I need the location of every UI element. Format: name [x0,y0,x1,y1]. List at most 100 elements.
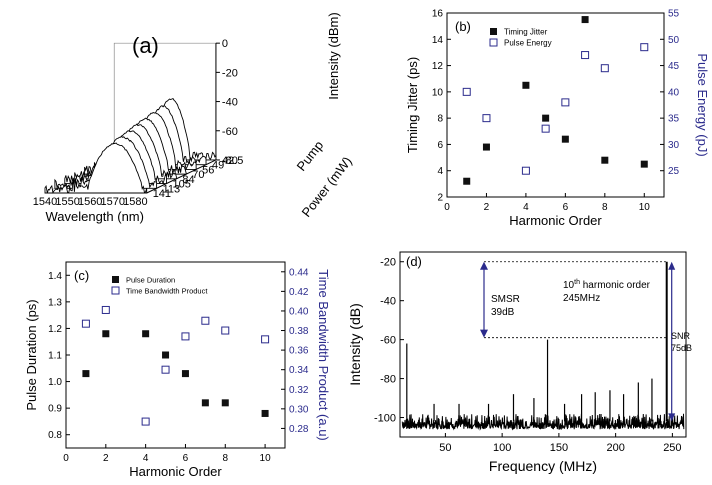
x-tick-label: 250 [663,442,681,454]
y-axis-label: Intensity (dB) [347,303,363,385]
x-tick-label: 200 [606,442,624,454]
x-tick-label: 1560 [78,196,102,208]
data-point-pulse-duration [221,399,229,407]
panel-d-rf-spectrum: 50 100 150 200 250 -20 -40 -60 -80 -100 Frequency … [347,251,692,474]
y-tick-label: 1.2 [48,324,62,335]
data-point-timing-jitter [640,160,648,168]
y-tick-label: 1.3 [48,297,62,308]
data-point-pulse-energy [581,51,590,60]
data-point-pulse-duration [162,351,170,359]
z-axis-label: Intensity (dBm) [326,12,341,99]
pump-tick-label: 42.5 [222,155,243,167]
y-axis-label: Timing Jitter (ps) [405,57,420,153]
x-tick-label: 1580 [123,196,147,208]
data-point-time-bandwidth-product [181,332,190,341]
data-point-timing-jitter [463,177,471,185]
data-point-pulse-energy [462,87,471,96]
x-tick-label: 4 [143,453,149,464]
panel-label: (b) [455,19,471,34]
panel-c-duration-tbp: 0 2 4 6 8 10 0.8 0.9 1.0 1.1 1.2 1.3 1.4 0.28 0.30 0.32… [24,261,331,479]
x-tick-label: 100 [493,442,511,454]
y-tick-label: -20 [380,257,396,269]
panel-a-waterfall: 0 -20 -40 -60 -80 Intensity (dBm) 154015501560… [33,12,355,224]
data-point-pulse-energy [561,98,570,107]
smsr-value: 39dB [491,307,515,318]
x-axis-label: Harmonic Order [509,213,602,228]
y2-tick-label: 0.28 [289,424,309,435]
y2-tick-label: 35 [668,114,680,125]
data-point-pulse-duration [102,330,110,338]
data-point-timing-jitter [581,16,589,24]
x-tick-label: 50 [439,442,451,454]
legend-label: Pulse Energy [504,39,552,48]
pump-tick-label: 84 [182,174,194,186]
data-point-pulse-energy [541,124,550,133]
z-tick-label: -40 [222,97,238,109]
snr-arrow-head-down [668,413,676,422]
data-point-timing-jitter [561,135,569,143]
y-tick-label: 10 [432,87,444,98]
data-point-time-bandwidth-product [81,319,90,328]
harmonic-frequency: 245MHz [563,293,600,304]
y-tick-label: 12 [432,61,444,72]
y2-axis-label: Pulse Energy (pJ) [695,53,710,156]
panel-label: (d) [406,254,422,269]
data-point-time-bandwidth-product [161,365,170,374]
panel-label: (a) [132,33,159,58]
x-tick-label: 10 [639,202,651,213]
y2-tick-label: 0.34 [289,365,309,376]
data-point-pulse-energy [640,43,649,52]
data-point-timing-jitter [542,114,550,122]
x-tick-label: 10 [260,453,272,464]
pump-axis-label: Pump [294,138,327,174]
smsr-label: SMSR [491,294,520,305]
y-tick-label: -80 [380,374,396,386]
data-point-time-bandwidth-product [221,326,230,335]
y-tick-label: 1.4 [48,271,62,282]
data-point-pulse-duration [261,409,269,417]
y-tick-label: -60 [380,335,396,347]
y2-axis-label: Time Bandwidth Product (a.u) [316,269,331,440]
data-point-pulse-energy [521,166,530,175]
x-tick-label: 1540 [33,196,57,208]
y-tick-label: 4 [437,166,443,177]
data-point-time-bandwidth-product [261,335,270,344]
x-tick-label: 8 [602,202,608,213]
x-tick-label: 0 [444,202,450,213]
pump-tick-label: 70 [192,169,204,181]
y2-tick-label: 30 [668,140,680,151]
plot-frame [399,251,687,438]
data-point-timing-jitter [482,143,490,151]
smsr-arrow-head-up [480,261,488,270]
y2-tick-label: 40 [668,87,680,98]
z-tick-label: -80 [222,155,238,167]
pump-axis [146,159,217,194]
y-tick-label: 1.0 [48,377,62,388]
x-tick-label: 1550 [55,196,79,208]
pump-tick-label: 105 [172,179,190,191]
noise-floor-trace [401,413,685,431]
x-tick-label: 8 [222,453,228,464]
x-tick-label: 1570 [101,196,125,208]
legend-marker [489,38,498,47]
y2-tick-label: 0.40 [289,306,309,317]
y-tick-label: -40 [380,296,396,308]
data-point-time-bandwidth-product [201,316,210,325]
panel-b-jitter-energy: 0 2 4 6 8 1024681012141625303540455055Harmoni… [405,9,710,229]
y-tick-label: 8 [437,114,443,125]
y-tick-label: 0.8 [48,430,62,441]
harmonic-order-label: 10th harmonic order [563,279,651,291]
smsr-arrow-head-down [480,329,488,338]
spectrum-trace [44,142,148,194]
y2-tick-label: 0.44 [289,267,309,278]
data-point-pulse-duration [181,370,189,378]
legend-label: Time Bandwidth Product [126,287,208,296]
x-axis-label: Frequency (MHz) [489,458,597,474]
z-tick-label: 0 [222,38,228,50]
y-tick-label: 2 [437,193,443,204]
data-point-pulse-duration [142,330,150,338]
plot-frame [446,12,665,198]
data-point-pulse-energy [482,114,491,123]
pump-tick-label: 49 [212,160,224,172]
